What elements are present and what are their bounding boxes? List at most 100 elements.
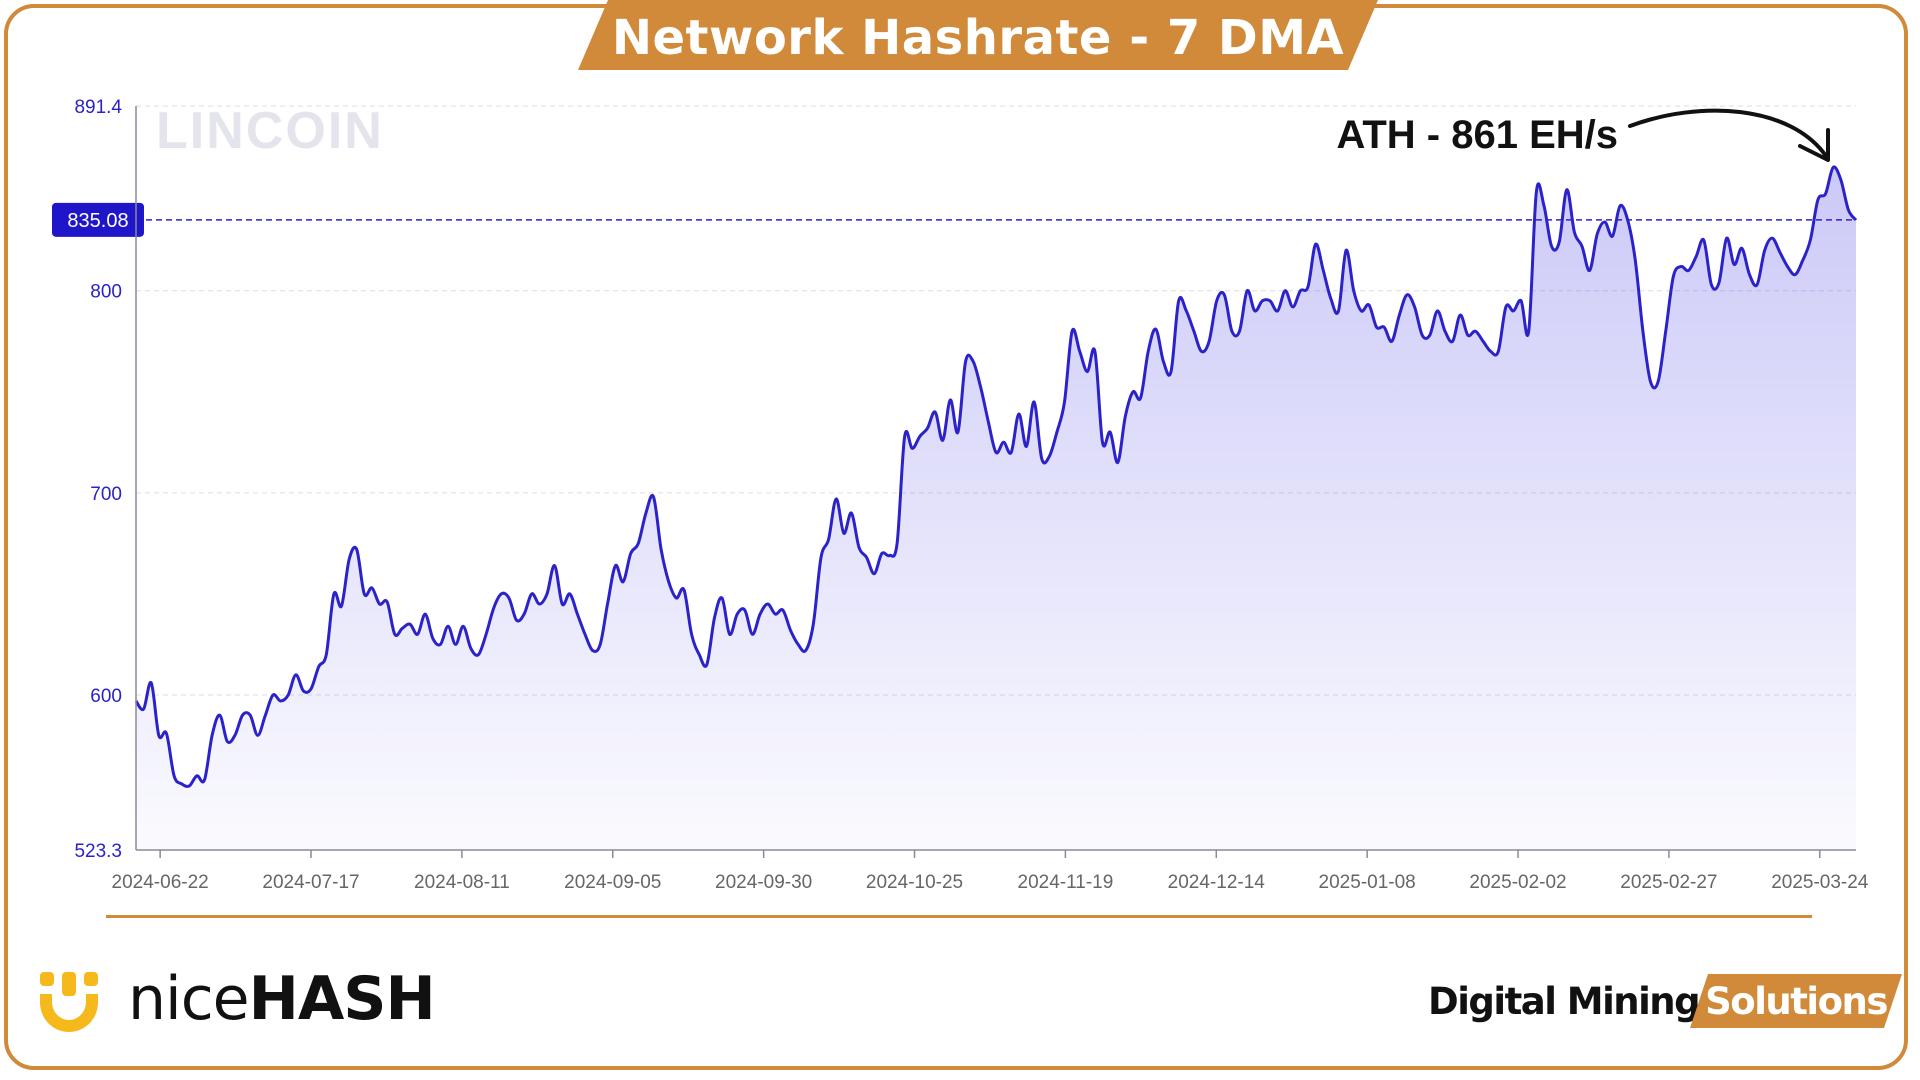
data-point [1611,235,1613,237]
data-point [424,613,426,615]
data-point [683,589,685,591]
data-point [1451,340,1453,342]
x-tick-label: 2025-02-02 [1469,872,1566,893]
chart-title: Network Hashrate - 7 DMA [611,10,1345,66]
data-point [774,613,776,615]
data-point [1779,251,1781,253]
data-point [165,732,167,734]
x-tick-labels: 2024-06-22 2024-07-17 2024-08-11 2024-09-05… [112,872,1869,893]
data-point [1604,221,1606,223]
data-point [538,603,540,605]
data-point [942,439,944,441]
data-point [584,633,586,635]
data-point [1741,247,1743,249]
data-point [1528,330,1530,332]
data-point [675,597,677,599]
data-point [1254,310,1256,312]
data-point [1368,304,1370,306]
data-point [668,581,670,583]
data-point [1413,306,1415,308]
data-point [812,623,814,625]
data-point [264,714,266,716]
data-point [386,601,388,603]
data-point [744,609,746,611]
data-point [1619,205,1621,207]
data-point [302,690,304,692]
data-point [1314,243,1316,245]
data-point [295,674,297,676]
series-line [134,165,1858,788]
data-point [1056,431,1058,433]
data-point [576,613,578,615]
data-point [333,593,335,595]
y-tick-label: 600 [90,686,122,707]
data-point [1193,330,1195,332]
data-point [188,785,190,787]
data-point [1041,457,1043,459]
data-point [142,708,144,710]
data-point [1520,300,1522,302]
data-point [158,734,160,736]
data-point [432,637,434,639]
data-point [820,556,822,558]
dms-word-digital-mining: Digital Mining [1428,980,1701,1023]
data-point [614,564,616,566]
data-point [569,593,571,595]
data-point [1170,370,1172,372]
data-point [1748,273,1750,275]
data-point [1353,290,1355,292]
current-value-badge-bg [52,202,144,237]
data-point [934,411,936,413]
data-point [805,649,807,651]
data-point [1018,413,1020,415]
ath-annotation: ATH - 861 EH/s [1336,113,1618,157]
data-point [1634,259,1636,261]
data-point [1360,310,1362,312]
data-point [1512,310,1514,312]
data-point [1284,290,1286,292]
footer-divider [106,915,1812,918]
data-point [1847,209,1849,211]
data-point [454,643,456,645]
data-point [1718,282,1720,284]
axes [135,106,1856,858]
dms-badge-shape [1690,974,1902,1028]
data-point [736,613,738,615]
data-point [1337,310,1339,312]
data-point [363,593,365,595]
current-value-label: 835.08 [67,210,128,232]
data-point [1033,401,1035,403]
y-tick-label: 523.3 [74,841,122,862]
data-point [728,633,730,635]
data-point [599,643,601,645]
data-point [660,548,662,550]
data-point [1764,249,1766,251]
data-point [1474,330,1476,332]
data-point [203,779,205,781]
data-point [1246,290,1248,292]
data-point [607,601,609,603]
nicehash-smile-icon [40,972,98,1032]
x-tick-label: 2025-02-27 [1620,872,1717,893]
data-point [1558,241,1560,243]
data-point [371,587,373,589]
data-point [1436,310,1438,312]
data-point [1695,255,1697,257]
data-point [1223,294,1225,296]
data-point [226,740,228,742]
data-point [759,613,761,615]
data-point [850,512,852,514]
data-point [348,558,350,560]
x-tick-label: 2024-10-25 [866,872,963,893]
x-tick-label: 2024-07-17 [262,872,359,893]
data-point [249,714,251,716]
data-point [1117,461,1119,463]
x-tick-label: 2024-06-22 [112,872,209,893]
data-point [500,593,502,595]
data-point [1802,259,1804,261]
data-point [1642,330,1644,332]
data-point [1299,290,1301,292]
data-point [843,532,845,534]
data-point [1147,350,1149,352]
data-point [279,700,281,702]
